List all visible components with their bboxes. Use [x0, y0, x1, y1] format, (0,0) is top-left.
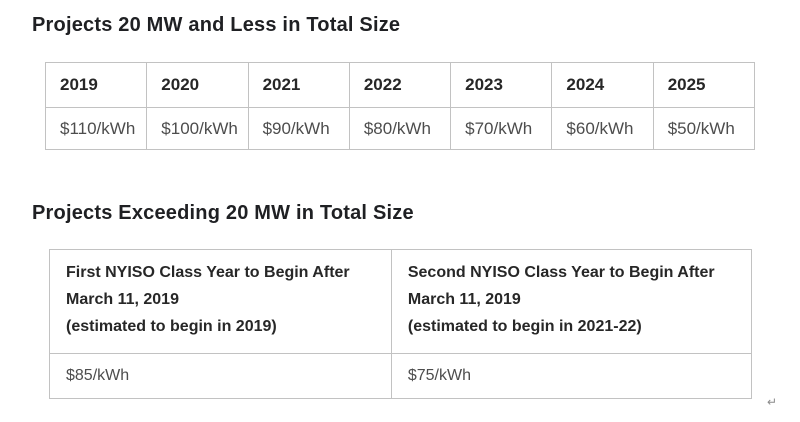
year-header-cell: 2023 [450, 62, 553, 108]
class-year-note: (estimated to begin in 2019) [66, 317, 277, 335]
year-header-cell: 2021 [247, 62, 350, 108]
section-title-large-projects: Projects Exceeding 20 MW in Total Size [32, 202, 414, 224]
year-header-cell: 2022 [348, 62, 452, 108]
class-year-header-cell: First NYISO Class Year to Begin After Ma… [49, 249, 392, 354]
price-value-cell: $80/kWh [348, 107, 452, 150]
large-projects-pricing-table: First NYISO Class Year to Begin After Ma… [49, 249, 753, 399]
price-value-cell: $60/kWh [551, 107, 654, 150]
price-value-cell: $70/kWh [450, 107, 553, 150]
price-value-cell: $110/kWh [44, 107, 148, 150]
table-row: First NYISO Class Year to Begin After Ma… [49, 249, 753, 354]
table-row: $85/kWh $75/kWh [49, 352, 753, 399]
year-header-cell: 2024 [551, 62, 654, 108]
year-header-cell: 2020 [146, 62, 249, 108]
small-projects-pricing-table: 2019 2020 2021 2022 2023 2024 2025 $110/… [44, 62, 756, 150]
table-row: 2019 2020 2021 2022 2023 2024 2025 [44, 62, 756, 108]
paragraph-return-mark: ↵ [766, 395, 777, 409]
price-value-cell: $85/kWh [49, 352, 392, 399]
class-year-heading: Second NYISO Class Year to Begin After M… [407, 264, 715, 308]
year-header-cell: 2019 [44, 62, 148, 108]
price-value-cell: $90/kWh [247, 107, 350, 150]
price-value-cell: $50/kWh [652, 107, 756, 150]
price-value-cell: $75/kWh [390, 352, 753, 399]
class-year-header-cell: Second NYISO Class Year to Begin After M… [390, 249, 753, 354]
table-row: $110/kWh $100/kWh $90/kWh $80/kWh $70/kW… [44, 107, 756, 150]
year-header-cell: 2025 [652, 62, 756, 108]
price-value-cell: $100/kWh [146, 107, 249, 150]
section-title-small-projects: Projects 20 MW and Less in Total Size [32, 14, 401, 36]
class-year-note: (estimated to begin in 2021-22) [407, 317, 642, 335]
class-year-heading: First NYISO Class Year to Begin After Ma… [66, 264, 350, 308]
